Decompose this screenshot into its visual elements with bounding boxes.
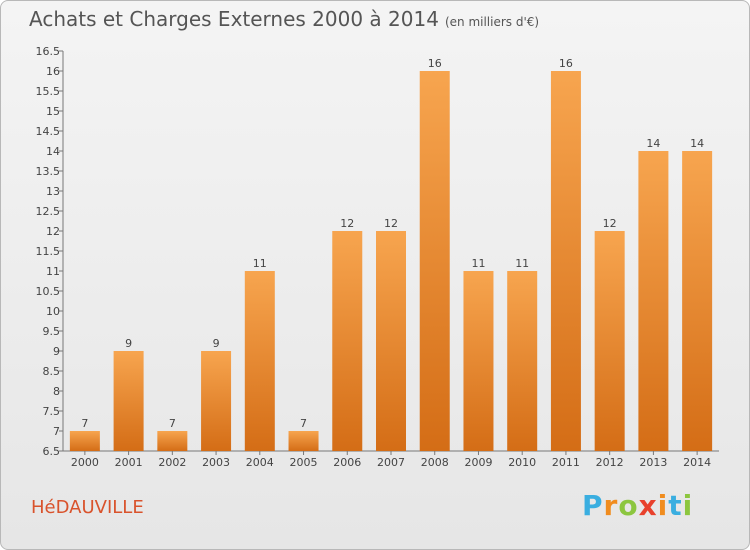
bars: 7 9 7 9 11 7 12 12 16 11 11 16 12 14 14 [69, 57, 713, 451]
logo-letter: r [603, 489, 619, 522]
x-tick-label: 2005 [290, 456, 318, 469]
x-tick-label: 2000 [71, 456, 99, 469]
bar-value-label: 12 [340, 217, 354, 230]
x-tick-label: 2003 [202, 456, 230, 469]
bar-2006 [332, 231, 363, 451]
bar-value-label: 16 [428, 57, 442, 70]
y-tick-label: 15.5 [36, 85, 61, 98]
axes: 6.5 7 7.5 8 8.5 9 9.5 10 10.5 11 11.5 12 12.5 13 13.5 1… [36, 45, 719, 469]
y-tick-label: 13 [46, 185, 60, 198]
chart-title: Achats et Charges Externes 2000 à 2014 [29, 7, 439, 31]
x-tick-label: 2011 [552, 456, 580, 469]
chart-subtitle: (en milliers d'€) [444, 15, 540, 29]
y-tick-label: 7 [53, 425, 60, 438]
bar-value-label: 14 [646, 137, 660, 150]
bar-2014 [682, 151, 713, 451]
x-tick-label: 2008 [421, 456, 449, 469]
y-tick-label: 7.5 [43, 405, 61, 418]
logo-letter: o [618, 489, 639, 522]
bar-value-label: 7 [81, 417, 88, 430]
bar-2002 [157, 431, 188, 451]
bar-2010 [507, 271, 538, 451]
bar-value-label: 11 [471, 257, 485, 270]
bar-2005 [288, 431, 319, 451]
logo-letter: x [638, 489, 658, 522]
logo-letter: t [668, 489, 683, 522]
x-tick-label: 2001 [115, 456, 143, 469]
bar-2012 [594, 231, 625, 451]
y-tick-label: 8.5 [43, 365, 61, 378]
bar-2004 [244, 271, 275, 451]
y-tick-label: 11 [46, 265, 60, 278]
y-tick-label: 10 [46, 305, 60, 318]
y-tick-label: 6.5 [43, 445, 61, 458]
x-tick-label: 2006 [333, 456, 361, 469]
y-tick-label: 14.5 [36, 125, 61, 138]
bar-value-label: 14 [690, 137, 704, 150]
x-tick-label: 2012 [596, 456, 624, 469]
bar-2011 [550, 71, 581, 451]
logo-letter: i [657, 489, 669, 522]
bar-value-label: 16 [559, 57, 573, 70]
logo-letter: P [582, 489, 604, 522]
x-tick-label: 2014 [683, 456, 711, 469]
y-tick-label: 16.5 [36, 45, 61, 58]
y-tick-label: 10.5 [36, 285, 61, 298]
bar-value-label: 12 [603, 217, 617, 230]
x-tick-label: 2010 [508, 456, 536, 469]
bar-2007 [376, 231, 406, 451]
y-tick-label: 12.5 [36, 205, 61, 218]
bar-2003 [201, 351, 232, 451]
logo-letter: i [682, 489, 694, 522]
y-tick-label: 11.5 [36, 245, 61, 258]
x-tick-label: 2009 [464, 456, 492, 469]
bar-value-label: 11 [253, 257, 267, 270]
y-tick-label: 13.5 [36, 165, 61, 178]
bar-2001 [113, 351, 144, 451]
y-tick-label: 15 [46, 105, 60, 118]
x-tick-label: 2004 [246, 456, 274, 469]
x-tick-label: 2007 [377, 456, 405, 469]
bar-value-label: 12 [384, 217, 398, 230]
bar-value-label: 7 [169, 417, 176, 430]
bar-2009 [463, 271, 494, 451]
y-tick-label: 9.5 [43, 325, 61, 338]
y-tick-label: 12 [46, 225, 60, 238]
y-tick-label: 16 [46, 65, 60, 78]
y-tick-label: 8 [53, 385, 60, 398]
x-tick-label: 2013 [639, 456, 667, 469]
bar-value-label: 7 [300, 417, 307, 430]
x-tick-label: 2002 [158, 456, 186, 469]
bar-value-label: 9 [213, 337, 220, 350]
bar-value-label: 9 [125, 337, 132, 350]
bar-2008 [419, 71, 450, 451]
bar-value-label: 11 [515, 257, 529, 270]
y-tick-label: 9 [53, 345, 60, 358]
bar-2013 [638, 151, 669, 451]
y-tick-label: 14 [46, 145, 60, 158]
bar-2000 [69, 431, 100, 451]
commune-name: HéDAUVILLE [31, 497, 144, 518]
chart-title-block: Achats et Charges Externes 2000 à 2014 (e… [29, 7, 539, 31]
proxiti-logo: Proxiti [582, 489, 693, 522]
